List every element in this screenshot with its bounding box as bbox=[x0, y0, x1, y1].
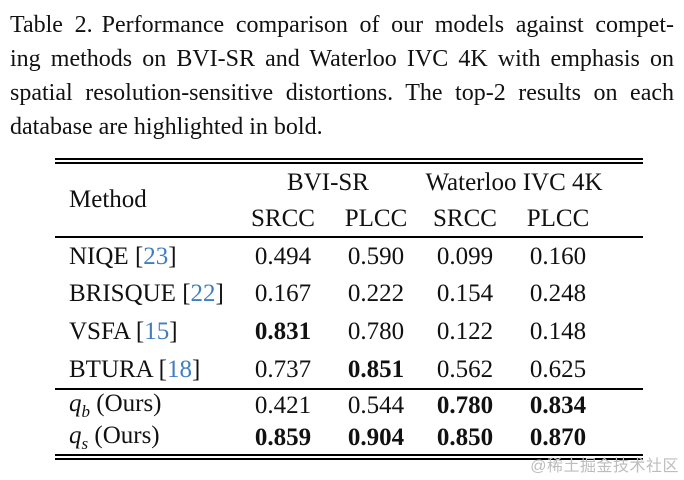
value-cell: 0.122 bbox=[436, 318, 494, 345]
value-cell: 0.590 bbox=[347, 242, 405, 270]
citation-link[interactable]: 18 bbox=[166, 355, 192, 383]
group-header-row: Method BVI-SR Waterloo IVC 4K bbox=[55, 161, 643, 214]
caption-text: Performance comparison of our models aga… bbox=[101, 12, 674, 38]
value-cell: 0.850 bbox=[436, 424, 494, 451]
value-cell: 0.834 bbox=[529, 392, 587, 419]
value-cell: 0.154 bbox=[436, 280, 494, 307]
value-cell: 0.904 bbox=[347, 424, 405, 451]
method-cell: VSFA [15] bbox=[69, 318, 178, 345]
table-row: BTURA [18] 0.737 0.851 0.562 0.625 bbox=[55, 351, 643, 389]
method-cell: qb (Ours) bbox=[69, 390, 162, 421]
spacer-header bbox=[607, 161, 643, 237]
value-cell: 0.248 bbox=[529, 280, 587, 307]
subcol-header-bvisr-plcc: PLCC bbox=[344, 204, 408, 232]
value-cell: 0.494 bbox=[254, 242, 312, 270]
results-table: Method BVI-SR Waterloo IVC 4K SRCC PLCC … bbox=[55, 158, 643, 460]
value-cell: 0.148 bbox=[529, 318, 587, 345]
value-cell: 0.160 bbox=[529, 242, 587, 270]
caption-line-1: Table 2. Performance comparison of our mo… bbox=[10, 8, 674, 42]
ours-method-rows: qb (Ours) 0.421 0.544 0.780 0.834 qs (Ours) 0.… bbox=[55, 389, 643, 457]
citation-link[interactable]: 15 bbox=[144, 318, 170, 345]
subcol-header-bvisr-srcc: SRCC bbox=[251, 204, 315, 232]
watermark: @稀土掘金技术社区 bbox=[530, 458, 679, 475]
value-cell: 0.851 bbox=[347, 355, 405, 383]
method-column-header: Method bbox=[69, 186, 147, 213]
table-row: qb (Ours) 0.421 0.544 0.780 0.834 bbox=[55, 389, 643, 422]
table-row: NIQE [23] 0.494 0.590 0.099 0.160 bbox=[55, 237, 643, 275]
value-cell: 0.099 bbox=[436, 242, 494, 270]
value-cell: 0.859 bbox=[254, 424, 312, 451]
table-header: Method BVI-SR Waterloo IVC 4K SRCC PLCC … bbox=[55, 161, 643, 237]
subcolumn-header-row: SRCC PLCC SRCC PLCC bbox=[55, 201, 643, 237]
method-cell: BTURA [18] bbox=[69, 355, 201, 383]
subcol-header-waterloo-plcc: PLCC bbox=[526, 204, 590, 232]
value-cell: 0.625 bbox=[529, 355, 587, 383]
group-header-bvi-sr: BVI-SR bbox=[287, 168, 369, 196]
value-cell: 0.780 bbox=[436, 392, 494, 419]
value-cell: 0.831 bbox=[254, 318, 312, 345]
spacer-cell bbox=[607, 313, 643, 351]
table-row: BRISQUE [22] 0.167 0.222 0.154 0.248 bbox=[55, 275, 643, 313]
citation-link[interactable]: 22 bbox=[190, 280, 216, 307]
spacer-cell bbox=[607, 275, 643, 313]
caption-line-3: spatial resolution-sensitive distortions… bbox=[10, 80, 674, 106]
spacer-cell bbox=[607, 351, 643, 389]
caption-label: Table 2. bbox=[10, 12, 93, 38]
caption-line-2: ing methods on BVI-SR and Waterloo IVC 4… bbox=[10, 46, 674, 72]
value-cell: 0.562 bbox=[436, 355, 494, 383]
method-cell: qs (Ours) bbox=[69, 422, 160, 453]
value-cell: 0.870 bbox=[529, 424, 587, 451]
method-cell: NIQE [23] bbox=[69, 242, 177, 270]
baseline-method-rows: NIQE [23] 0.494 0.590 0.099 0.160 BRISQUE [22… bbox=[55, 237, 643, 389]
subcol-header-waterloo-srcc: SRCC bbox=[433, 204, 497, 232]
value-cell: 0.222 bbox=[347, 280, 405, 307]
table-row: qs (Ours) 0.859 0.904 0.850 0.870 bbox=[55, 422, 643, 457]
spacer-cell bbox=[607, 389, 643, 422]
table-caption: Table 2. Performance comparison of our mo… bbox=[10, 8, 674, 144]
table-row: VSFA [15] 0.831 0.780 0.122 0.148 bbox=[55, 313, 643, 351]
value-cell: 0.737 bbox=[254, 355, 312, 383]
group-header-waterloo-ivc-4k: Waterloo IVC 4K bbox=[425, 168, 603, 196]
value-cell: 0.780 bbox=[347, 318, 405, 345]
value-cell: 0.421 bbox=[254, 392, 312, 419]
caption-line-4: database are highlighted in bold. bbox=[10, 114, 323, 140]
spacer-cell bbox=[607, 237, 643, 275]
value-cell: 0.167 bbox=[254, 280, 312, 307]
method-cell: BRISQUE [22] bbox=[69, 280, 224, 307]
value-cell: 0.544 bbox=[347, 392, 405, 419]
citation-link[interactable]: 23 bbox=[143, 242, 169, 270]
